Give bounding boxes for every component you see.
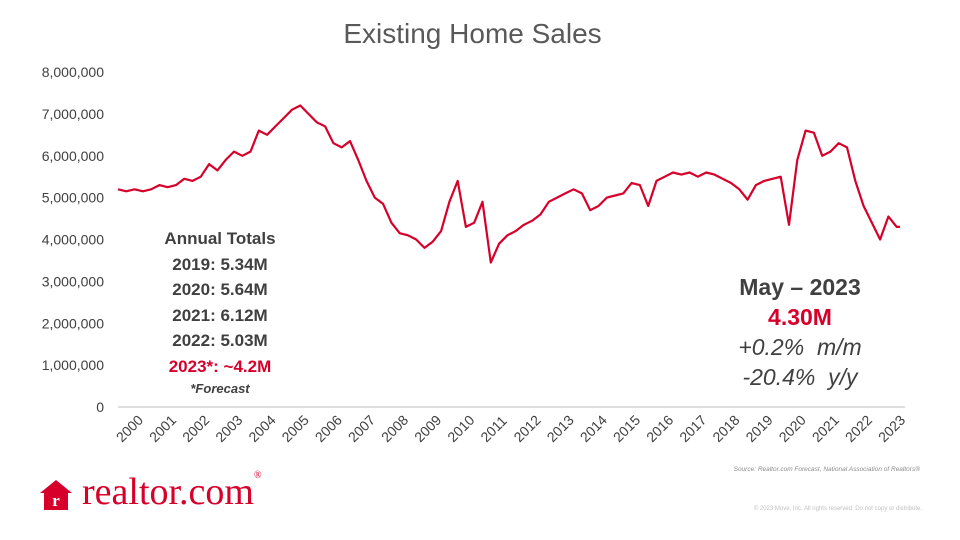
x-tick-label: 2006: [312, 412, 345, 445]
x-tick-label: 2011: [477, 412, 510, 445]
house-r-icon: r: [40, 480, 72, 510]
logo-wordmark: realtor.com®: [82, 470, 262, 514]
callout-value: 4.30M: [768, 304, 832, 330]
x-tick-label: 2021: [809, 412, 842, 445]
x-tick-label: 2019: [742, 412, 775, 445]
annual-total-2020: 2020: 5.64M: [172, 280, 268, 299]
x-tick-label: 2018: [709, 412, 742, 445]
callout-mom-change: +0.2% m/m: [738, 334, 862, 360]
callout-yoy-change: -20.4% y/y: [742, 364, 858, 390]
y-tick-label: 8,000,000: [42, 64, 104, 80]
callout-month: May – 2023: [739, 274, 861, 300]
y-tick-label: 0: [96, 399, 104, 415]
annual-total-2019: 2019: 5.34M: [172, 254, 268, 274]
y-tick-label: 6,000,000: [42, 148, 104, 164]
y-tick-label: 7,000,000: [42, 106, 104, 122]
x-tick-label: 2017: [676, 412, 709, 445]
y-tick-label: 4,000,000: [42, 232, 104, 248]
x-tick-label: 2003: [212, 412, 245, 445]
x-tick-label: 2022: [842, 412, 875, 445]
x-tick-label: 2007: [345, 412, 378, 445]
annual-totals-box: Annual Totals 2019: 5.34M 2020: 5.64M 20…: [130, 226, 310, 399]
y-tick-label: 2,000,000: [42, 315, 104, 331]
x-tick-label: 2002: [179, 412, 212, 445]
y-tick-label: 1,000,000: [42, 357, 104, 373]
logo-text: realtor.com: [82, 471, 254, 513]
annual-totals-heading: Annual Totals: [164, 229, 276, 248]
x-tick-label: 2008: [378, 412, 411, 445]
annual-total-2021: 2021: 6.12M: [172, 305, 268, 325]
x-tick-label: 2023: [875, 412, 908, 445]
annual-total-2023-forecast: 2023*: ~4.2M: [168, 356, 272, 376]
x-tick-label: 2012: [510, 412, 543, 445]
x-tick-label: 2010: [444, 412, 477, 445]
forecast-footnote: *Forecast: [190, 381, 250, 396]
x-tick-label: 2013: [544, 412, 577, 445]
svg-text:r: r: [52, 491, 60, 510]
logo-registered-mark: ®: [253, 470, 262, 481]
chart-title: Existing Home Sales: [343, 18, 602, 49]
y-tick-label: 3,000,000: [42, 273, 104, 289]
x-tick-label: 2014: [577, 412, 610, 445]
copyright-note: © 2023 Move, Inc. All rights reserved. D…: [753, 506, 922, 512]
x-tick-label: 2001: [146, 412, 179, 445]
source-note: Source: Realtor.com Forecast, National A…: [733, 466, 920, 473]
x-tick-label: 2016: [643, 412, 676, 445]
latest-callout: May – 2023 4.30M +0.2% m/m -20.4% y/y: [690, 272, 910, 392]
x-tick-label: 2020: [776, 412, 809, 445]
annual-total-2022: 2022: 5.03M: [172, 331, 268, 350]
x-tick-label: 2009: [411, 412, 444, 445]
x-tick-label: 2015: [610, 412, 643, 445]
series-line-existing-home-sales: [117, 104, 900, 264]
x-tick-label: 2000: [113, 412, 146, 445]
x-tick-label: 2005: [278, 412, 311, 445]
x-tick-label: 2004: [245, 412, 278, 445]
y-tick-label: 5,000,000: [42, 190, 104, 206]
